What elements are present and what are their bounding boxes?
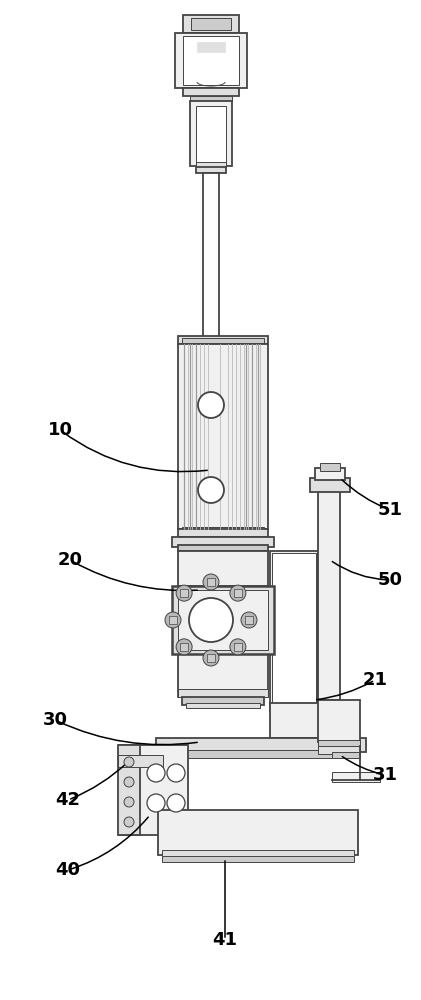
Bar [158, 810, 358, 855]
Text: 10: 10 [48, 421, 72, 439]
Circle shape [189, 598, 233, 642]
Bar [234, 643, 242, 651]
Text: 51: 51 [378, 501, 402, 519]
Bar [272, 553, 316, 708]
Circle shape [124, 817, 134, 827]
Circle shape [167, 794, 185, 812]
Text: 20: 20 [58, 551, 83, 569]
Text: 31: 31 [373, 766, 397, 784]
Bar [191, 18, 231, 30]
Bar [118, 745, 140, 835]
Bar [270, 703, 350, 738]
Bar [196, 106, 226, 164]
Bar [245, 616, 253, 624]
Bar [318, 490, 340, 700]
Bar [186, 703, 260, 708]
Bar [270, 551, 318, 711]
Circle shape [176, 585, 192, 601]
Bar [196, 167, 226, 173]
Bar [310, 478, 350, 492]
Circle shape [147, 794, 165, 812]
Bar [162, 850, 354, 858]
Circle shape [124, 757, 134, 767]
Bar [332, 752, 360, 758]
Circle shape [124, 777, 134, 787]
Bar [318, 746, 360, 754]
Bar [178, 545, 268, 551]
Bar [178, 689, 268, 697]
Text: 30: 30 [43, 711, 67, 729]
Bar [204, 607, 218, 621]
Bar [175, 33, 247, 88]
Bar [178, 590, 268, 650]
Bar [172, 586, 274, 654]
Circle shape [165, 612, 181, 628]
Bar [207, 654, 215, 662]
Text: 40: 40 [56, 861, 80, 879]
Bar [118, 755, 163, 767]
Bar [178, 529, 268, 537]
Bar [156, 738, 366, 752]
Bar [207, 578, 215, 586]
Bar [183, 15, 239, 33]
Bar [183, 88, 239, 96]
Bar [182, 527, 264, 532]
Bar [120, 745, 188, 835]
Circle shape [198, 392, 224, 418]
Circle shape [176, 639, 192, 655]
Circle shape [198, 477, 224, 503]
Bar [180, 589, 188, 597]
Bar [178, 344, 268, 529]
Bar [234, 589, 242, 597]
Text: 21: 21 [362, 671, 387, 689]
Bar [196, 162, 226, 167]
Circle shape [167, 764, 185, 782]
Circle shape [147, 764, 165, 782]
Circle shape [241, 612, 257, 628]
Text: 50: 50 [378, 571, 402, 589]
Bar [190, 96, 232, 101]
Bar [318, 700, 360, 742]
Bar [182, 338, 264, 343]
Bar [190, 101, 232, 166]
Bar [160, 750, 360, 758]
Bar [180, 643, 188, 651]
Bar [315, 468, 345, 480]
Bar [320, 463, 340, 471]
Circle shape [203, 574, 219, 590]
Bar [203, 173, 219, 338]
Circle shape [203, 650, 219, 666]
Bar [172, 537, 274, 547]
Bar [197, 42, 225, 52]
Bar [162, 856, 354, 862]
Text: 41: 41 [213, 931, 237, 949]
Bar [169, 616, 177, 624]
Bar [178, 652, 268, 697]
Bar [182, 697, 264, 705]
Bar [183, 36, 239, 85]
Text: 42: 42 [56, 791, 80, 809]
Bar [318, 740, 360, 746]
Bar [178, 551, 268, 586]
Circle shape [124, 797, 134, 807]
Circle shape [230, 639, 246, 655]
Bar [178, 336, 268, 344]
Bar [332, 772, 380, 782]
Circle shape [230, 585, 246, 601]
